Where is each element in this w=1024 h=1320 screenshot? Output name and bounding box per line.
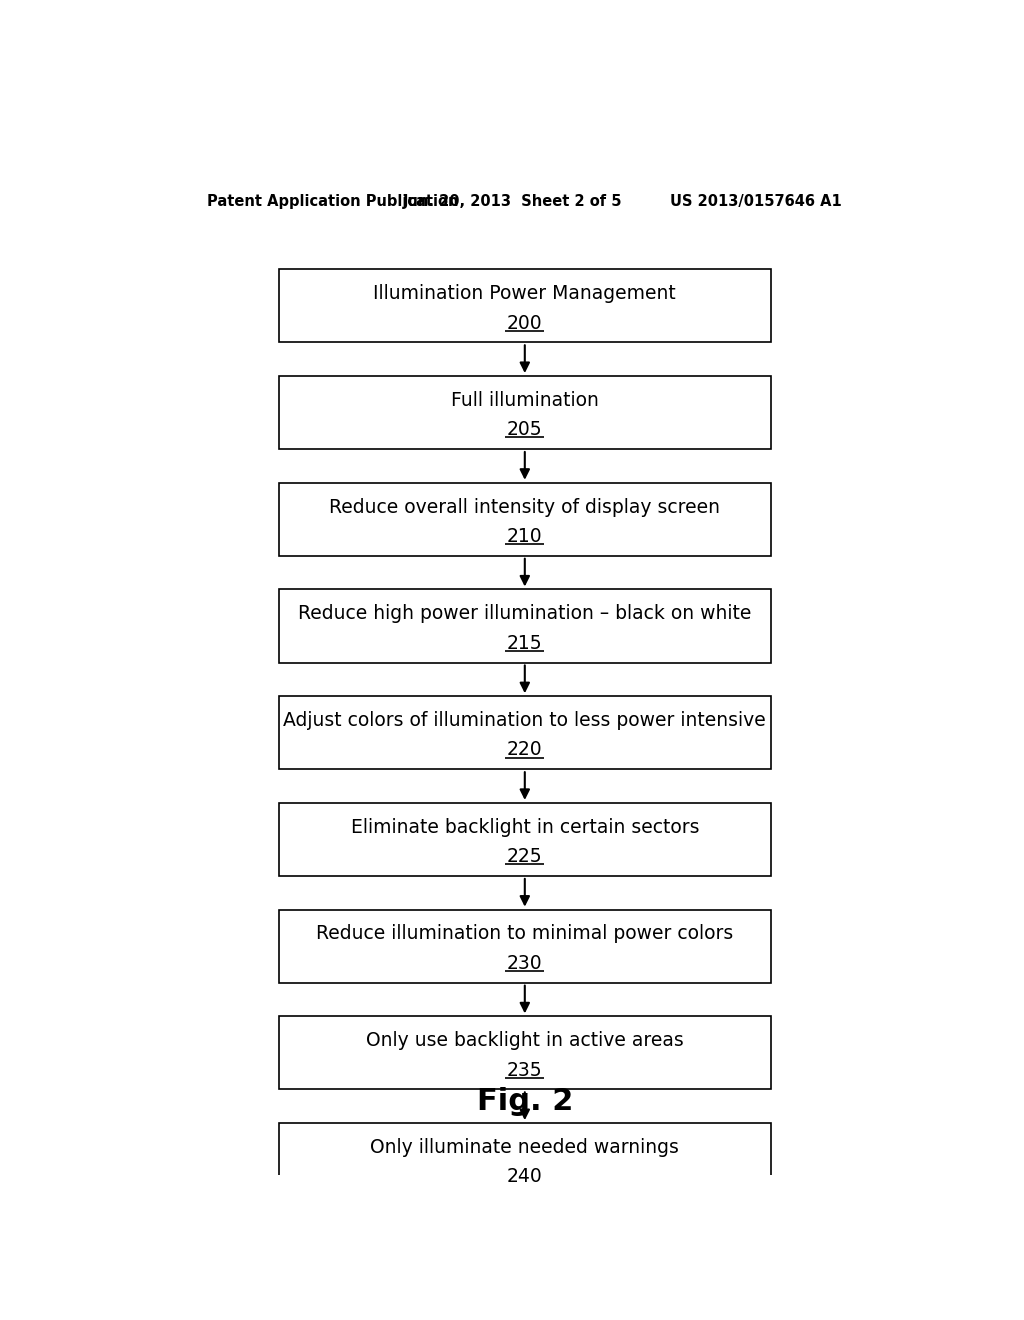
Text: Reduce high power illumination – black on white: Reduce high power illumination – black o… [298,605,752,623]
FancyBboxPatch shape [279,803,771,876]
FancyBboxPatch shape [279,909,771,982]
FancyBboxPatch shape [279,589,771,663]
Text: 220: 220 [507,741,543,759]
Text: US 2013/0157646 A1: US 2013/0157646 A1 [671,194,842,209]
Text: 225: 225 [507,847,543,866]
FancyBboxPatch shape [279,1123,771,1196]
Text: 200: 200 [507,314,543,333]
FancyBboxPatch shape [279,483,771,556]
Text: 235: 235 [507,1060,543,1080]
FancyBboxPatch shape [279,376,771,449]
Text: Adjust colors of illumination to less power intensive: Adjust colors of illumination to less po… [284,711,766,730]
Text: Eliminate backlight in certain sectors: Eliminate backlight in certain sectors [350,817,699,837]
FancyBboxPatch shape [279,269,771,342]
Text: Illumination Power Management: Illumination Power Management [374,284,676,304]
Text: 210: 210 [507,527,543,546]
Text: Only illuminate needed warnings: Only illuminate needed warnings [371,1138,679,1156]
FancyBboxPatch shape [279,696,771,770]
Text: Fig. 2: Fig. 2 [476,1088,573,1117]
Text: Jun. 20, 2013  Sheet 2 of 5: Jun. 20, 2013 Sheet 2 of 5 [403,194,623,209]
Text: 215: 215 [507,634,543,652]
Text: Reduce overall intensity of display screen: Reduce overall intensity of display scre… [330,498,720,516]
Text: Only use backlight in active areas: Only use backlight in active areas [366,1031,684,1051]
FancyBboxPatch shape [279,1016,771,1089]
Text: 205: 205 [507,420,543,440]
Text: 240: 240 [507,1167,543,1187]
Text: Reduce illumination to minimal power colors: Reduce illumination to minimal power col… [316,924,733,944]
Text: Full illumination: Full illumination [451,391,599,409]
Text: 230: 230 [507,954,543,973]
Text: Patent Application Publication: Patent Application Publication [207,194,459,209]
